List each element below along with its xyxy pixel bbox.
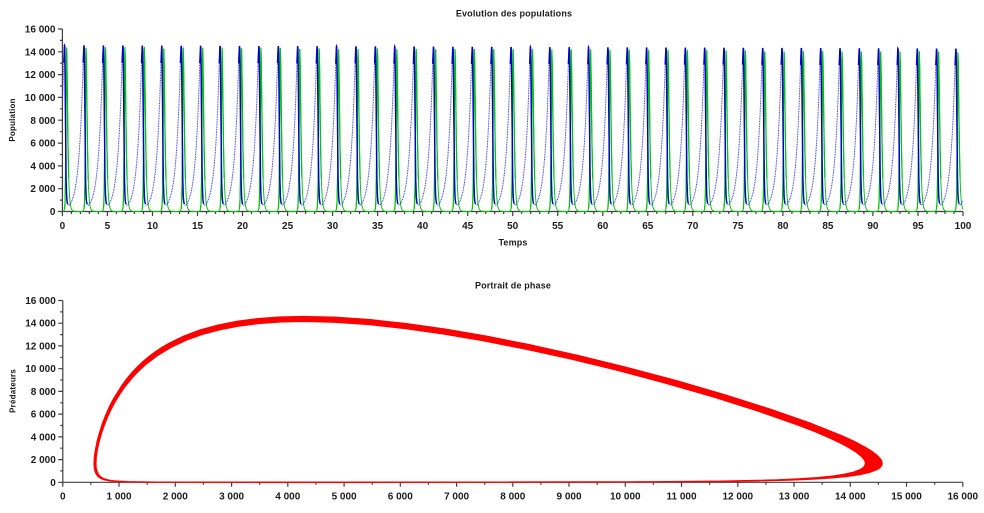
svg-text:75: 75 (732, 221, 744, 232)
svg-text:35: 35 (372, 221, 384, 232)
svg-text:10 000: 10 000 (25, 93, 56, 104)
svg-text:7 000: 7 000 (444, 491, 469, 502)
svg-text:90: 90 (867, 221, 879, 232)
svg-text:3 000: 3 000 (219, 491, 244, 502)
svg-text:11 000: 11 000 (666, 491, 696, 502)
svg-text:40: 40 (417, 221, 429, 232)
svg-text:8 000: 8 000 (30, 116, 55, 127)
svg-text:85: 85 (822, 221, 834, 232)
svg-text:2 000: 2 000 (163, 491, 188, 502)
svg-text:12 000: 12 000 (25, 341, 56, 352)
svg-text:10 000: 10 000 (610, 491, 641, 502)
svg-text:95: 95 (912, 221, 924, 232)
svg-text:6 000: 6 000 (31, 410, 56, 421)
svg-text:2 000: 2 000 (31, 455, 56, 466)
svg-text:20: 20 (237, 221, 249, 232)
svg-text:0: 0 (60, 491, 66, 502)
svg-text:15: 15 (192, 221, 204, 232)
svg-text:Prédateurs: Prédateurs (9, 369, 18, 413)
svg-text:13 000: 13 000 (779, 491, 810, 502)
svg-text:25: 25 (282, 221, 294, 232)
svg-text:15 000: 15 000 (891, 491, 922, 502)
svg-text:0: 0 (50, 207, 56, 218)
svg-text:100: 100 (955, 221, 972, 232)
svg-text:8 000: 8 000 (31, 387, 56, 398)
svg-text:Temps: Temps (498, 237, 527, 247)
svg-text:50: 50 (507, 221, 519, 232)
svg-text:70: 70 (687, 221, 699, 232)
svg-text:10 000: 10 000 (25, 364, 56, 375)
svg-text:12 000: 12 000 (723, 491, 754, 502)
svg-text:14 000: 14 000 (835, 491, 866, 502)
svg-text:9 000: 9 000 (556, 491, 581, 502)
svg-text:16 000: 16 000 (948, 491, 979, 502)
svg-text:10: 10 (147, 221, 159, 232)
svg-text:Portrait de phase: Portrait de phase (475, 281, 551, 291)
svg-text:30: 30 (327, 221, 339, 232)
svg-text:2 000: 2 000 (30, 184, 55, 195)
svg-text:65: 65 (642, 221, 654, 232)
svg-text:14 000: 14 000 (25, 47, 56, 58)
svg-text:Population: Population (8, 98, 17, 141)
svg-text:8 000: 8 000 (500, 491, 525, 502)
svg-text:45: 45 (462, 221, 474, 232)
svg-text:16 000: 16 000 (25, 25, 56, 36)
svg-text:0: 0 (60, 221, 66, 232)
svg-text:1 000: 1 000 (106, 491, 131, 502)
svg-text:Evolution des populations: Evolution des populations (456, 9, 572, 19)
svg-text:12 000: 12 000 (25, 70, 56, 81)
svg-text:16 000: 16 000 (25, 296, 56, 307)
svg-text:80: 80 (777, 221, 789, 232)
svg-text:4 000: 4 000 (30, 161, 55, 172)
svg-text:60: 60 (597, 221, 609, 232)
svg-text:14 000: 14 000 (25, 319, 56, 330)
svg-text:6 000: 6 000 (388, 491, 413, 502)
svg-text:5 000: 5 000 (332, 491, 357, 502)
svg-text:0: 0 (50, 478, 56, 489)
svg-text:55: 55 (552, 221, 564, 232)
svg-text:6 000: 6 000 (30, 139, 55, 150)
svg-text:4 000: 4 000 (31, 432, 56, 443)
svg-text:4 000: 4 000 (275, 491, 300, 502)
svg-text:5: 5 (105, 221, 111, 232)
